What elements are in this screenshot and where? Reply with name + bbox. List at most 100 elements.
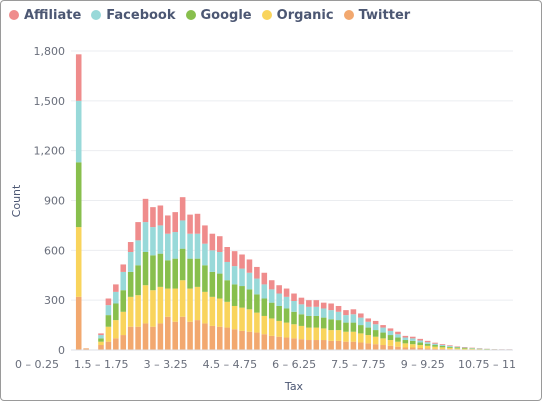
bar-segment-facebook [321,308,327,317]
bar-segment-facebook [150,227,156,255]
bar-segment-twitter [373,344,379,350]
bar-segment-facebook [440,345,446,346]
bar-segment-google [262,299,268,316]
bar-segment-affiliate [336,306,342,312]
bar-segment-google [172,259,178,289]
bar-segment-twitter [106,342,112,350]
bar-segment-twitter [202,323,208,350]
y-tick-label: 1,200 [34,145,66,158]
bar-segment-facebook [187,234,193,259]
bar-segment-facebook [328,310,334,319]
bar-segment-affiliate [358,313,364,317]
bar-segment-affiliate [98,333,104,335]
bar-segment-affiliate [373,321,379,324]
bar-segment-google [291,312,297,324]
bar-segment-organic [395,342,401,347]
bar-segment-organic [98,342,104,345]
bar-segment-facebook [299,304,305,314]
bar-segment-affiliate [365,318,371,321]
bar-segment-twitter [120,335,126,350]
bar-segment-organic [210,297,216,326]
bar-segment-organic [150,290,156,327]
bar-segment-twitter [321,340,327,350]
bar-segment-google [328,319,334,330]
bar-segment-affiliate [380,325,386,327]
bar-segment-affiliate [165,215,171,233]
bar-segment-affiliate [432,343,438,344]
bar-segment-facebook [462,348,468,349]
bar-segment-twitter [262,334,268,350]
bar-segment-google [425,344,431,346]
bar-segment-affiliate [224,247,230,262]
bar-segment-twitter [343,342,349,350]
bar-segment-twitter [284,338,290,350]
bar-segment-google [106,315,112,327]
bar-segment-twitter [232,329,238,350]
bar-segment-organic [76,227,82,297]
bar-segment-organic [180,280,186,317]
bar-segment-google [128,272,134,297]
bar-segment-google [269,303,275,319]
bar-segment-facebook [351,314,357,322]
bar-segment-google [165,260,171,288]
bar-segment-organic [165,289,171,317]
bar-segment-affiliate [462,347,468,348]
bar-segment-google [113,303,119,320]
bar-segment-affiliate [135,222,141,240]
bar-segment-organic [365,335,371,343]
bar-segment-facebook [165,234,171,261]
bar-segment-google [343,323,349,332]
bar-segment-affiliate [403,336,409,338]
bar-segment-twitter [150,327,156,350]
bar-segment-google [380,333,386,339]
x-tick-label: 4.5 – 4.75 [203,358,257,371]
bar-segment-organic [291,324,297,338]
bar-segment-twitter [254,333,260,350]
bar-segment-google [217,274,223,299]
bar-segment-organic [351,332,357,342]
bar-segment-affiliate [425,341,431,342]
bar-segment-organic [328,330,334,341]
bar-segment-facebook [202,244,208,266]
bar-segment-organic [106,327,112,342]
bar-segment-organic [462,349,468,350]
x-axis-title: Tax [284,380,304,393]
bar-segment-affiliate [232,251,238,266]
bar-segment-twitter [380,345,386,350]
bar-segment-twitter [336,341,342,350]
x-tick-label: 7.5 – 7.75 [331,358,385,371]
bar-segment-organic [380,338,386,345]
bar-segment-organic [217,299,223,327]
bar-segment-twitter [247,332,253,350]
bar-segment-affiliate [351,309,357,314]
bar-segment-organic [343,332,349,342]
bar-segment-organic [239,308,245,331]
bar-segment-google [150,255,156,290]
bar-segment-organic [336,330,342,341]
bar-segment-google [276,306,282,321]
bar-segment-google [98,338,104,341]
bar-segment-twitter [195,320,201,350]
bar-segment-facebook [455,347,461,348]
bar-segment-twitter [313,340,319,350]
bar-segment-affiliate [128,242,134,252]
bar-segment-facebook [336,312,342,320]
y-tick-label: 1,800 [34,45,66,58]
bar-segment-google [180,249,186,281]
bar-segment-google [284,308,290,322]
y-tick-label: 900 [44,195,65,208]
bar-segment-affiliate [247,259,253,272]
bar-segment-facebook [388,331,394,335]
bar-segment-google [432,345,438,347]
bar-segment-facebook [410,338,416,340]
bar-segment-google [195,259,201,287]
bar-segment-twitter [291,338,297,350]
bar-segment-affiliate [395,332,401,334]
bar-segment-twitter [239,331,245,350]
bar-segment-facebook [239,269,245,286]
bar-segment-organic [113,320,119,338]
bar-segment-facebook [269,289,275,302]
bar-segment-organic [224,302,230,328]
bar-segment-facebook [254,279,260,295]
